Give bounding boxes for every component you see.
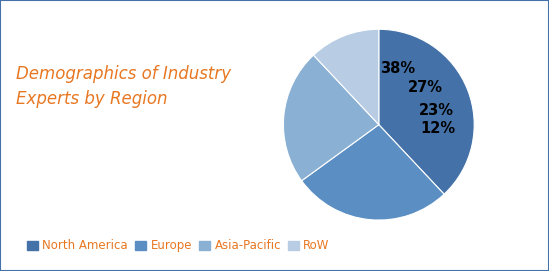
Wedge shape — [283, 55, 379, 181]
Text: 38%: 38% — [380, 61, 416, 76]
Text: 12%: 12% — [420, 121, 455, 136]
Legend: North America, Europe, Asia-Pacific, RoW: North America, Europe, Asia-Pacific, RoW — [23, 234, 334, 257]
Wedge shape — [313, 29, 379, 125]
Text: 27%: 27% — [407, 80, 442, 95]
Text: Demographics of Industry
Experts by Region: Demographics of Industry Experts by Regi… — [16, 65, 232, 108]
Text: 23%: 23% — [419, 103, 454, 118]
Wedge shape — [379, 29, 474, 194]
Wedge shape — [301, 125, 444, 220]
